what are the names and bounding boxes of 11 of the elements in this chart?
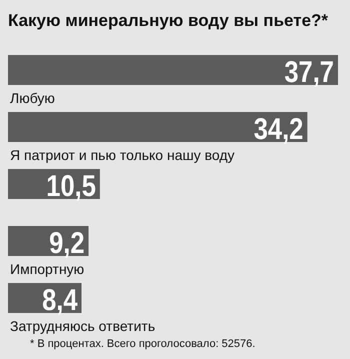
annotation: * В процентах. Всего проголосовало: 52576. [30,338,256,350]
y-tick-label: Любую [10,90,55,106]
data-label: 9,2 [49,226,85,260]
y-tick-label: Я патриот и пью только нашу воду [10,147,235,163]
data-label: 10,5 [46,169,96,202]
data-label: 34,2 [254,112,304,146]
y-tick-label: Затрудняюсь ответить [10,318,156,334]
chart-title: Какую минеральную воду вы пьете?* [8,11,328,30]
y-tick-label: Импортную [10,261,84,277]
data-label: 37,7 [284,55,334,88]
data-label: 8,4 [42,283,78,316]
